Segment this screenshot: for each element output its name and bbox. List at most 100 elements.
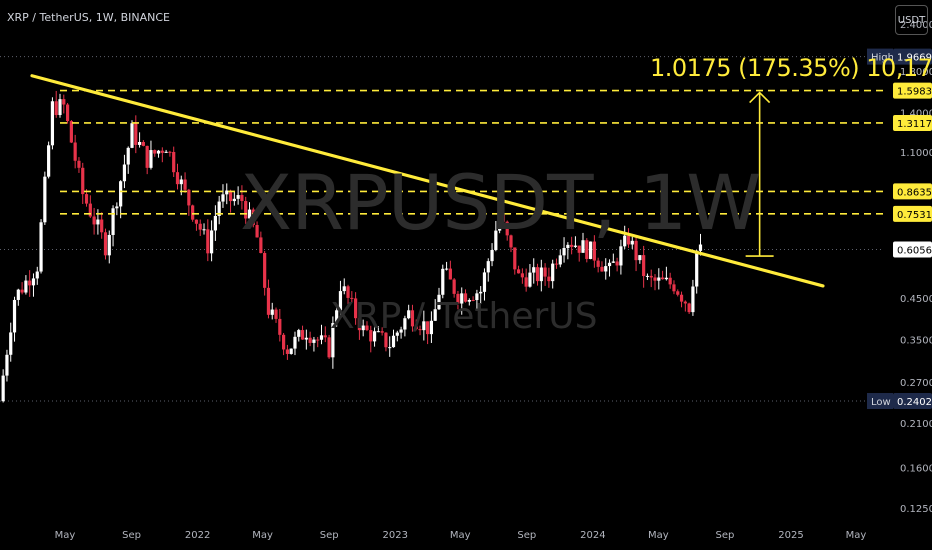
candle-body bbox=[588, 241, 593, 259]
candle-body bbox=[566, 244, 570, 249]
candle-body bbox=[134, 123, 138, 145]
candle-body bbox=[5, 354, 9, 376]
candle-down bbox=[384, 332, 388, 352]
candle-body bbox=[551, 263, 555, 282]
candle-body bbox=[240, 195, 244, 202]
candle-down bbox=[653, 274, 657, 291]
candle-body bbox=[562, 248, 566, 256]
candle-down bbox=[547, 267, 551, 288]
candle-body bbox=[463, 293, 468, 302]
candle-down bbox=[524, 268, 528, 292]
candle-down bbox=[626, 228, 631, 248]
candle-body bbox=[338, 291, 343, 311]
candle-up bbox=[331, 316, 335, 369]
price-tag: High 1.9669 bbox=[867, 48, 932, 65]
candle-body bbox=[274, 309, 278, 319]
candle-body bbox=[194, 219, 199, 224]
y-tick-label: 1.1000 bbox=[900, 148, 932, 159]
candle-down bbox=[187, 188, 191, 216]
candle-down bbox=[278, 308, 282, 342]
x-tick-label: May bbox=[55, 530, 76, 541]
candle-body bbox=[259, 237, 263, 254]
candle-up bbox=[58, 93, 62, 118]
candle-body bbox=[1, 375, 5, 402]
candle-up bbox=[532, 258, 536, 284]
candle-down bbox=[505, 220, 509, 241]
candle-up bbox=[444, 261, 449, 271]
price-tag-value: 0.2402 bbox=[897, 397, 932, 408]
candle-down bbox=[634, 237, 638, 272]
candle-down bbox=[452, 278, 456, 298]
candle-body bbox=[244, 201, 248, 219]
candle-body bbox=[494, 230, 498, 251]
candle-down bbox=[308, 331, 312, 347]
currency-button[interactable]: USDT bbox=[895, 5, 928, 35]
candle-down bbox=[687, 302, 691, 314]
candle-up bbox=[581, 232, 585, 253]
candle-up bbox=[528, 264, 532, 288]
candle-up bbox=[31, 273, 36, 297]
candle-up bbox=[12, 296, 17, 342]
candle-body bbox=[100, 219, 104, 233]
candle-up bbox=[441, 264, 445, 299]
candle-body bbox=[695, 250, 699, 287]
candle-down bbox=[168, 150, 172, 157]
candle-up bbox=[43, 171, 47, 225]
candle-up bbox=[376, 326, 380, 333]
candle-body bbox=[570, 244, 574, 247]
candle-up bbox=[588, 241, 593, 260]
candle-down bbox=[448, 260, 452, 280]
y-tick-label: 2.4000 bbox=[900, 20, 932, 31]
candle-up bbox=[270, 302, 274, 320]
candle-body bbox=[649, 275, 653, 278]
candle-body bbox=[187, 189, 191, 206]
price-tag-bg bbox=[893, 393, 932, 410]
candle-up bbox=[494, 220, 498, 252]
candle-body bbox=[380, 331, 384, 333]
x-tick-label: Sep bbox=[716, 530, 735, 541]
candle-up bbox=[467, 298, 471, 306]
candle-body bbox=[422, 321, 426, 331]
candle-down bbox=[585, 238, 589, 263]
candle-up bbox=[388, 336, 392, 357]
candle-body bbox=[232, 198, 236, 202]
candle-up bbox=[119, 180, 123, 219]
candle-body bbox=[43, 176, 47, 223]
candle-up bbox=[335, 306, 339, 327]
candle-down bbox=[251, 207, 255, 228]
candle-down bbox=[300, 325, 305, 340]
candle-body bbox=[391, 335, 396, 348]
candle-body bbox=[543, 267, 547, 277]
candle-down bbox=[672, 280, 676, 295]
candle-body bbox=[168, 151, 172, 153]
candle-up bbox=[361, 319, 365, 337]
price-tag-value: 0.8635 bbox=[897, 187, 932, 198]
x-tick-label: 2024 bbox=[580, 530, 605, 541]
candle-up bbox=[24, 275, 28, 295]
candle-down bbox=[570, 236, 574, 255]
candle-body bbox=[342, 286, 346, 292]
candle-body bbox=[691, 286, 695, 313]
candle-body bbox=[12, 299, 17, 333]
candle-up bbox=[247, 202, 252, 221]
candle-down bbox=[100, 212, 104, 239]
candle-down bbox=[175, 163, 180, 190]
candle-body bbox=[698, 244, 703, 251]
candle-body bbox=[660, 277, 665, 280]
candle-body bbox=[350, 297, 354, 299]
candle-body bbox=[437, 294, 441, 310]
candle-up bbox=[232, 191, 236, 206]
price-tag-label: Low bbox=[871, 397, 891, 408]
candle-body bbox=[452, 279, 456, 294]
candle-body bbox=[581, 240, 585, 253]
candle-down bbox=[501, 206, 506, 225]
candle-body bbox=[304, 337, 308, 340]
candle-body bbox=[638, 255, 642, 261]
candle-down bbox=[410, 304, 415, 332]
candle-body bbox=[278, 318, 282, 335]
candle-body bbox=[221, 194, 225, 202]
candle-up bbox=[293, 331, 297, 356]
candle-down bbox=[649, 269, 653, 288]
candle-body bbox=[202, 229, 206, 231]
